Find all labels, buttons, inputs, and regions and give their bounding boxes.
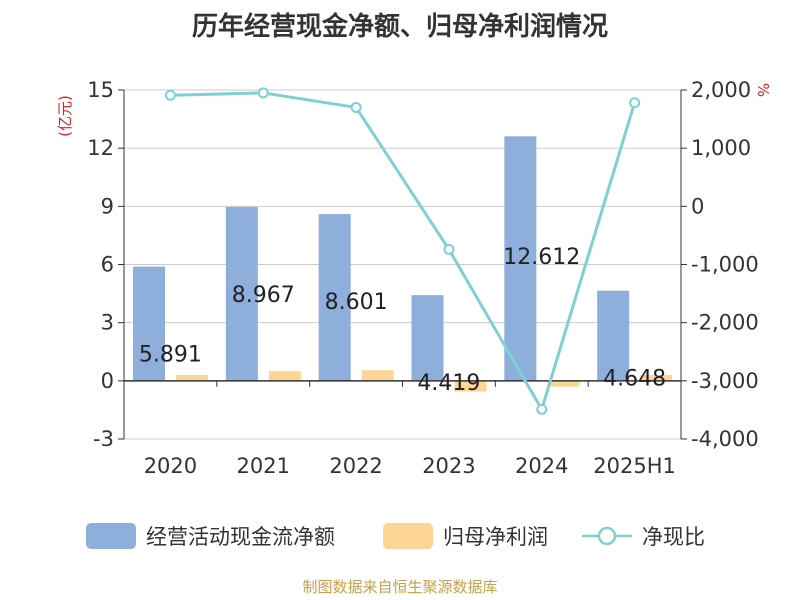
x-tick-label: 2021	[237, 454, 290, 478]
legend-label-netprofit: 归母净利润	[443, 525, 548, 549]
cashflow-bar	[225, 206, 258, 381]
ratio-line	[164, 87, 641, 415]
ratio-point	[164, 89, 176, 101]
ratio-point	[350, 101, 362, 113]
legend-item-netprofit: 归母净利润	[383, 518, 548, 554]
cashflow-data-label: 8.601	[325, 290, 388, 315]
data-labels: 5.891 8.967 8.601 4.419 12.612 4.648	[139, 245, 666, 396]
x-tick-label: 2022	[329, 454, 382, 478]
cashflow-data-label: 8.967	[232, 283, 295, 308]
netprofit-bar	[268, 371, 301, 381]
y-right-tick-label: -4,000	[691, 427, 759, 451]
netprofit-bar	[640, 375, 673, 381]
y-left-tick-label: 9	[101, 194, 114, 218]
x-tick-label: 2020	[144, 454, 197, 478]
ratio-point	[536, 403, 548, 415]
y-left-tick-label: 3	[101, 311, 114, 335]
cashflow-data-label: 12.612	[503, 245, 580, 270]
y-left-tick-label: 15	[87, 78, 114, 102]
y-left-tick-label: 0	[101, 369, 114, 393]
x-tick-label: 2024	[515, 454, 568, 478]
y-left-tick-label: 6	[101, 253, 114, 277]
legend-line-ratio-icon	[582, 526, 632, 546]
ratio-point	[257, 87, 269, 99]
cashflow-data-label: 4.419	[417, 371, 480, 396]
axes: 15 12 9 6 3 0 -3 2,000 1,000 0 -1,000 -2,000 -3,000 -…	[87, 78, 758, 478]
cashflow-bar	[597, 290, 630, 381]
legend-swatch-netprofit	[383, 523, 433, 549]
netprofit-bar	[176, 375, 208, 381]
cashflow-data-label: 5.891	[139, 343, 202, 368]
netprofit-bar	[454, 380, 487, 392]
ratio-line-path	[170, 91, 637, 414]
cashflow-data-label: 4.648	[603, 367, 666, 392]
cashflow-bar	[504, 136, 537, 381]
cashflow-bar	[411, 295, 444, 381]
legend: 经营活动现金流净额 归母净利润 净现比	[0, 518, 800, 554]
y-right-tick-label: -2,000	[691, 311, 759, 335]
y-right-unit-label: %	[754, 83, 772, 97]
legend-label-ratio: 净现比	[642, 525, 705, 549]
y-right-tick-label: -1,000	[691, 253, 759, 277]
ratio-point	[443, 243, 455, 255]
source-note: 制图数据来自恒生聚源数据库	[302, 578, 498, 596]
netprofit-bar	[361, 370, 394, 381]
x-tick-label: 2023	[422, 454, 475, 478]
legend-item-ratio: 净现比	[582, 518, 705, 554]
x-tick-label: 2025H1	[593, 454, 676, 478]
ratio-point	[629, 97, 641, 109]
legend-item-cashflow: 经营活动现金流净额	[86, 518, 335, 554]
y-right-tick-label: 1,000	[691, 136, 751, 160]
y-right-tick-label: 2,000	[691, 78, 751, 102]
y-left-tick-label: -3	[93, 427, 114, 451]
y-left-tick-label: 12	[87, 136, 114, 160]
y-right-tick-label: 0	[691, 194, 704, 218]
netprofit-bar	[547, 380, 580, 387]
y-left-unit-label: (亿元)	[56, 95, 74, 137]
bars	[133, 136, 673, 392]
chart-title: 历年经营现金净额、归母净利润情况	[191, 12, 608, 42]
y-right-tick-label: -3,000	[691, 369, 759, 393]
cashflow-bar	[318, 214, 351, 381]
cashflow-bar	[133, 266, 165, 381]
legend-swatch-cashflow	[86, 523, 136, 549]
legend-label-cashflow: 经营活动现金流净额	[146, 525, 335, 549]
